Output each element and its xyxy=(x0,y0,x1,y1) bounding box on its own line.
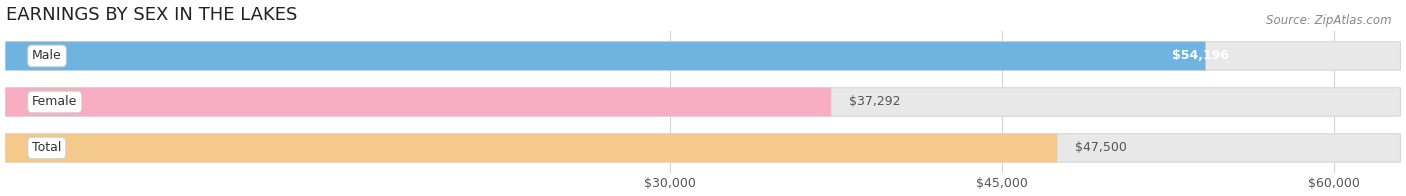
Text: Female: Female xyxy=(32,95,77,108)
Text: Male: Male xyxy=(32,49,62,63)
FancyBboxPatch shape xyxy=(6,88,831,116)
FancyBboxPatch shape xyxy=(6,88,1400,116)
Text: $47,500: $47,500 xyxy=(1076,142,1126,154)
Text: Total: Total xyxy=(32,142,62,154)
FancyBboxPatch shape xyxy=(6,42,1205,70)
FancyBboxPatch shape xyxy=(6,134,1400,162)
FancyBboxPatch shape xyxy=(6,42,1400,70)
Text: EARNINGS BY SEX IN THE LAKES: EARNINGS BY SEX IN THE LAKES xyxy=(6,5,297,24)
Text: $37,292: $37,292 xyxy=(849,95,900,108)
Text: $54,196: $54,196 xyxy=(1173,49,1229,63)
Text: Source: ZipAtlas.com: Source: ZipAtlas.com xyxy=(1267,14,1392,27)
FancyBboxPatch shape xyxy=(6,134,1057,162)
